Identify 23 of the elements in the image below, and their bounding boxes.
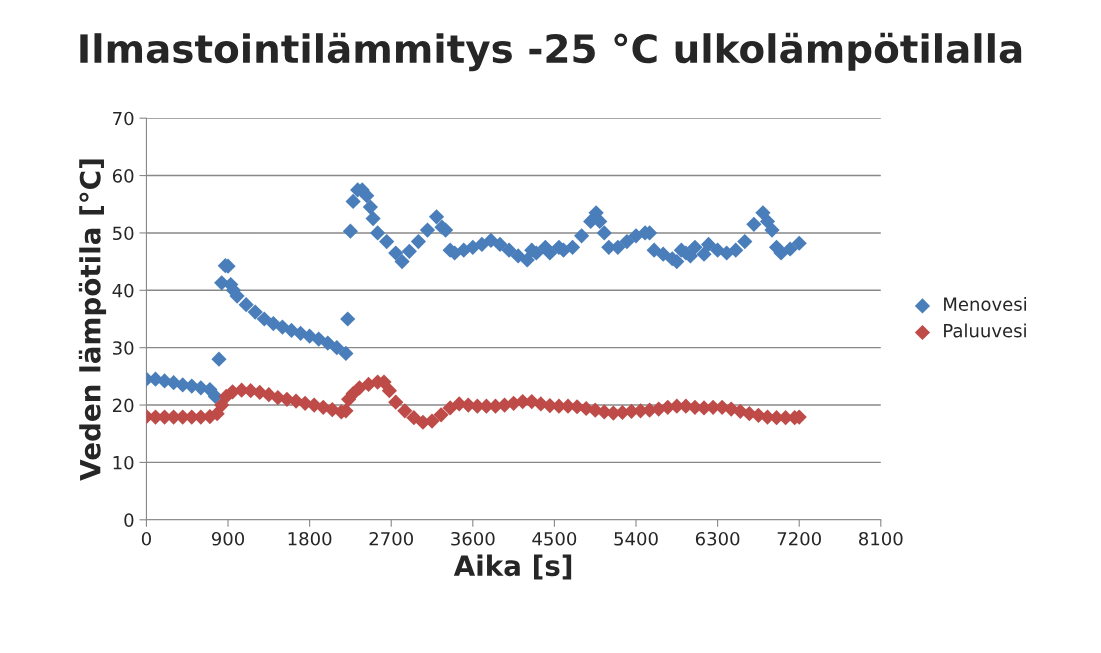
y-tick-label: 40 bbox=[112, 283, 134, 298]
y-axis-title: Veden lämpötila [°C] bbox=[78, 159, 107, 481]
y-tick-label: 60 bbox=[112, 169, 134, 183]
y-tick-label: 0 bbox=[124, 513, 134, 527]
chart-title: Ilmastointilämmitys -25 °C ulkolämpötilalla bbox=[80, 32, 1022, 72]
legend-label: Menovesi bbox=[944, 297, 1027, 311]
x-axis-title: Aika [s] bbox=[453, 554, 572, 580]
x-tick-label: 7200 bbox=[777, 531, 821, 546]
x-tick-label: 0 bbox=[141, 531, 151, 546]
y-tick-label: 30 bbox=[113, 341, 134, 355]
x-tick-label: 5400 bbox=[614, 531, 658, 546]
x-tick-label: 6300 bbox=[695, 531, 740, 546]
legend-label: Paluuvesi bbox=[944, 323, 1026, 338]
y-tick-label: 70 bbox=[113, 111, 134, 126]
x-tick-label: 8100 bbox=[859, 531, 903, 546]
x-tick-label: 2700 bbox=[369, 531, 413, 546]
x-tick-label: 4500 bbox=[532, 531, 577, 546]
x-tick-label: 3600 bbox=[451, 531, 495, 546]
y-tick-label: 20 bbox=[112, 398, 134, 413]
x-tick-label: 1800 bbox=[288, 531, 332, 546]
y-tick-label: 10 bbox=[113, 455, 134, 470]
y-tick-label: 50 bbox=[113, 226, 134, 241]
x-tick-label: 900 bbox=[211, 531, 245, 546]
